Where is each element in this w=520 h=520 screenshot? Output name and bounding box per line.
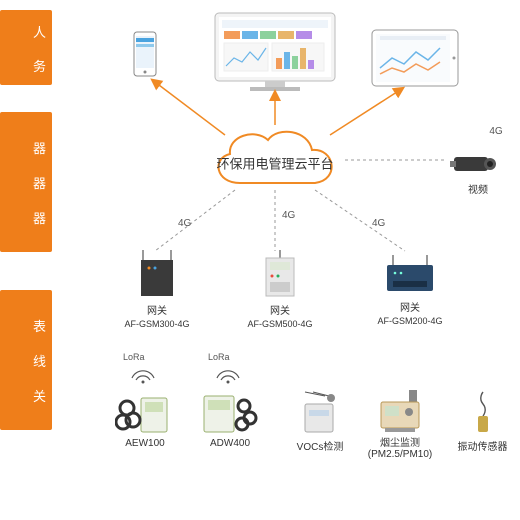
wifi-icon bbox=[215, 364, 241, 384]
gateway-model: AF-GSM200-4G bbox=[375, 316, 445, 326]
sensor-dust: 烟尘监测 (PM2.5/PM10) bbox=[360, 388, 440, 460]
gateway-icon bbox=[383, 255, 437, 297]
side-item: 线 bbox=[2, 351, 50, 370]
side-item: 关 bbox=[2, 386, 50, 405]
wifi-icon bbox=[130, 364, 156, 384]
sensor-label: ADW400 bbox=[195, 438, 265, 449]
sensor-icon bbox=[373, 388, 427, 436]
net-tag: 4G bbox=[282, 210, 295, 221]
sensor-icon bbox=[200, 390, 260, 436]
side-item: 表 bbox=[2, 316, 50, 335]
side-block-2: 器 器 器 bbox=[0, 112, 52, 252]
gateway-label: 网关 bbox=[375, 299, 445, 314]
side-item: 人 bbox=[2, 22, 50, 40]
side-item: 器 bbox=[2, 173, 50, 192]
sensor-icon bbox=[468, 390, 498, 436]
sensor-label: AEW100 bbox=[110, 438, 180, 449]
sensor-voc: VOCs检测 bbox=[285, 390, 355, 453]
gateway-label: 网关 bbox=[122, 302, 192, 317]
side-item: 器 bbox=[2, 208, 50, 227]
sensor-icon bbox=[115, 390, 175, 436]
net-tag: 4G bbox=[466, 126, 520, 137]
camera-icon bbox=[450, 151, 506, 179]
side-item: 务 bbox=[2, 56, 50, 74]
gateway-1: 网关 AF-GSM300-4G bbox=[122, 250, 192, 329]
gateway-2: 网关 AF-GSM500-4G bbox=[245, 250, 315, 329]
side-block-3: 表 线 关 bbox=[0, 290, 52, 430]
net-tag: 4G bbox=[372, 218, 385, 229]
side-item: 器 bbox=[2, 138, 50, 157]
net-tag: 4G bbox=[178, 218, 191, 229]
gateway-model: AF-GSM300-4G bbox=[122, 319, 192, 329]
sensor-aew100: AEW100 bbox=[110, 390, 180, 449]
lora-tag: LoRa bbox=[123, 352, 145, 362]
sensor-label: 烟尘监测 (PM2.5/PM10) bbox=[360, 438, 440, 460]
gateway-icon bbox=[260, 250, 300, 300]
gateway-label: 网关 bbox=[245, 302, 315, 317]
sensor-icon bbox=[295, 390, 345, 436]
lora-tag: LoRa bbox=[208, 352, 230, 362]
sensor-vibration: 振动传感器 bbox=[450, 390, 515, 453]
gateway-icon bbox=[135, 250, 179, 300]
diagram-canvas: 环保用电管理云平台 4G 视频 4G 4G 4G 网关 AF-GSM300-4 bbox=[60, 0, 520, 520]
sensor-label: VOCs检测 bbox=[285, 438, 355, 453]
cloud-label: 环保用电管理云平台 bbox=[216, 154, 333, 173]
camera-line bbox=[345, 150, 455, 170]
gateway-3: 网关 AF-GSM200-4G bbox=[375, 255, 445, 326]
sidebar: 人 务 器 器 器 表 线 关 bbox=[0, 0, 60, 520]
gateway-model: AF-GSM500-4G bbox=[245, 319, 315, 329]
sensor-label: 振动传感器 bbox=[450, 438, 515, 453]
sensor-adw400: ADW400 bbox=[195, 390, 265, 449]
side-block-1: 人 务 bbox=[0, 10, 52, 85]
